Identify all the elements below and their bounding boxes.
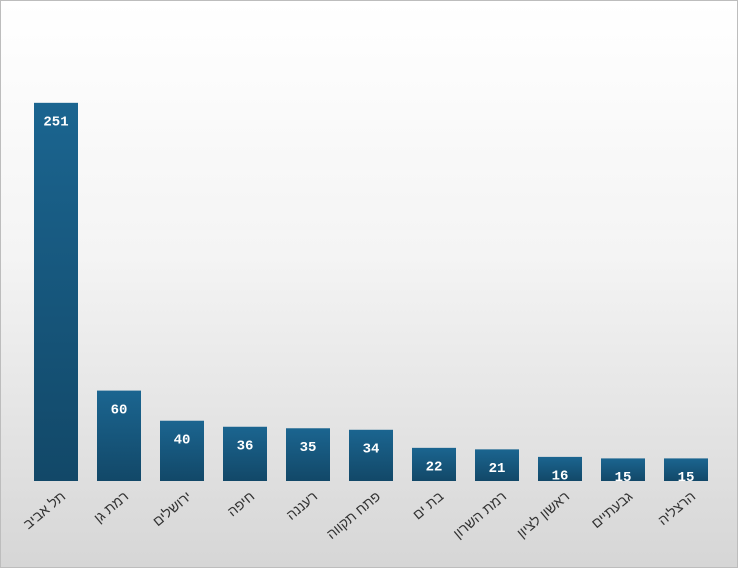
value-label: 15 xyxy=(678,470,695,486)
value-label: 36 xyxy=(237,438,254,454)
value-label: 34 xyxy=(363,441,380,457)
value-label: 21 xyxy=(489,461,506,477)
bar xyxy=(223,426,267,481)
bar xyxy=(34,102,78,482)
value-label: 22 xyxy=(426,460,443,476)
bar xyxy=(538,456,582,481)
value-label: 15 xyxy=(615,470,632,486)
bar xyxy=(160,420,204,481)
value-label: 35 xyxy=(300,440,317,456)
bar xyxy=(601,458,645,481)
value-label: 16 xyxy=(552,469,569,485)
value-label: 251 xyxy=(43,115,68,131)
bar xyxy=(475,449,519,481)
bar xyxy=(349,429,393,481)
bar xyxy=(664,458,708,481)
bar xyxy=(97,390,141,481)
value-label: 60 xyxy=(111,402,128,418)
bar xyxy=(286,428,330,481)
bar xyxy=(412,447,456,481)
value-label: 40 xyxy=(174,432,191,448)
